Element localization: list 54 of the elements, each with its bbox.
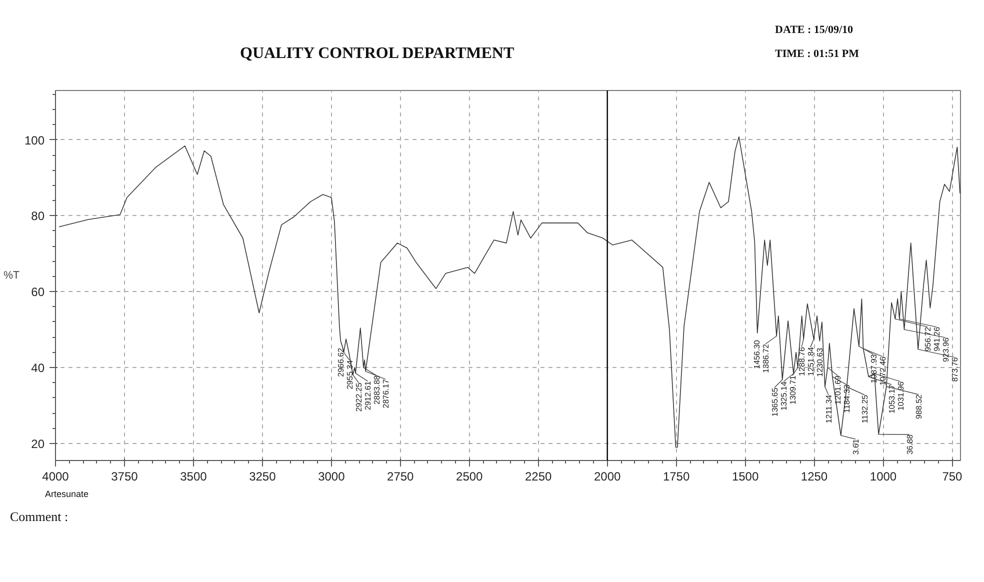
annotation: 1386.72 bbox=[762, 343, 770, 373]
annotation: 956.72 bbox=[924, 326, 932, 352]
x-tick-label: 3000 bbox=[318, 470, 346, 484]
x-tick-label: 1250 bbox=[800, 470, 828, 484]
annotation: 1072.46 bbox=[878, 356, 888, 386]
x-tick-label: 3250 bbox=[249, 470, 276, 484]
annotation: 3.61 bbox=[852, 438, 860, 455]
annotation: 1288.76 bbox=[798, 346, 806, 376]
text: TIME : 01:51 PM bbox=[775, 47, 860, 62]
annotation: 1211.34 bbox=[824, 394, 834, 424]
x-tick-label: 2250 bbox=[525, 470, 552, 484]
x-tick-label: 1000 bbox=[870, 470, 897, 484]
text: Artesunate bbox=[45, 488, 89, 501]
annotation: 1031.96 bbox=[896, 381, 906, 411]
annotation: 36.88 bbox=[906, 434, 914, 455]
annotation: 1456.30 bbox=[752, 339, 762, 369]
annotation: 2876.17 bbox=[382, 378, 391, 408]
x-tick-label: 2500 bbox=[456, 470, 484, 484]
x-tick-label: 1750 bbox=[662, 470, 690, 484]
annotation: 873.76 bbox=[950, 356, 960, 382]
y-axis-title: %T bbox=[3, 270, 20, 282]
y-tick-label: 20 bbox=[31, 436, 45, 451]
annotation: 1053.17 bbox=[888, 384, 896, 414]
y-tick-label: 80 bbox=[31, 209, 45, 224]
x-tick-label: 3750 bbox=[111, 470, 138, 484]
annotation: 2955.34 bbox=[346, 360, 355, 390]
annotation: 923.96 bbox=[942, 337, 950, 362]
x-tick-label: 2000 bbox=[594, 470, 622, 484]
x-tick-label: 1500 bbox=[732, 470, 759, 484]
text: Comment : bbox=[10, 508, 68, 526]
chart-title: QUALITY CONTROL DEPARTMENT bbox=[240, 44, 514, 64]
y-tick-label: 40 bbox=[31, 361, 45, 376]
annotation: 1230.63 bbox=[816, 347, 824, 377]
text: DATE : 15/09/10 bbox=[775, 23, 854, 38]
x-tick-label: 4000 bbox=[42, 470, 70, 484]
x-tick-label: 3500 bbox=[180, 470, 208, 484]
y-tick-label: 100 bbox=[24, 133, 45, 148]
annotation: 1325.14 bbox=[780, 381, 788, 411]
annotation: 2912.61 bbox=[364, 380, 373, 410]
annotation: 2883.88 bbox=[372, 374, 382, 404]
x-tick-label: 2750 bbox=[387, 470, 414, 484]
annotation: 1365.65 bbox=[770, 387, 780, 417]
y-tick-label: 60 bbox=[31, 285, 45, 300]
annotation: 1184.33 bbox=[842, 384, 852, 413]
annotation: 1087.93 bbox=[870, 354, 878, 384]
annotation: 1201.69 bbox=[834, 374, 842, 404]
x-tick-label: 750 bbox=[942, 470, 963, 484]
annotation: 2966.62 bbox=[336, 347, 346, 377]
annotation: 941.26 bbox=[932, 326, 942, 352]
annotation: 1132.25 bbox=[860, 394, 870, 424]
annotation: 2922.25 bbox=[354, 382, 364, 412]
annotation: 1251.84 bbox=[806, 346, 816, 376]
annotation: 988.52 bbox=[914, 394, 924, 419]
annotation: 1309.71 bbox=[788, 374, 798, 404]
